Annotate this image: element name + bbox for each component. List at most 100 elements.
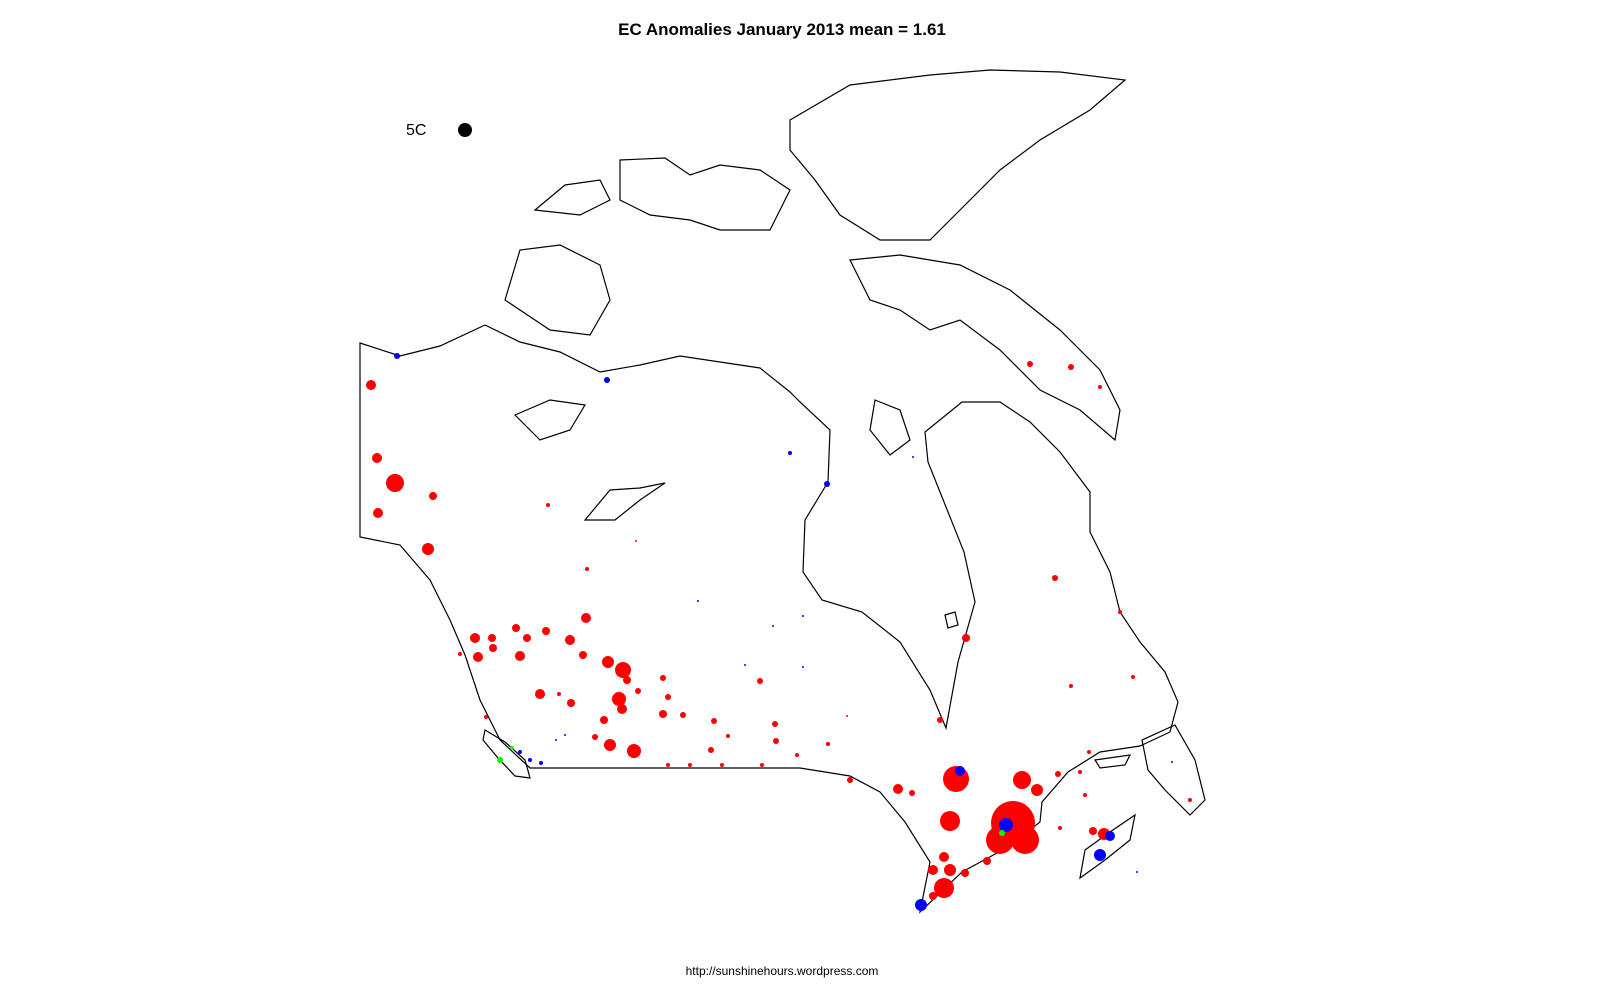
station-dot-negative (1136, 871, 1138, 873)
station-dot-positive (772, 721, 778, 727)
station-dot-positive (422, 543, 434, 555)
station-dot-positive (708, 747, 714, 753)
station-dot-positive (928, 865, 938, 875)
station-dot-positive (1011, 826, 1039, 854)
coastline-outlines (359, 69, 1206, 914)
station-dot-positive (484, 715, 488, 719)
station-dot-positive (458, 652, 462, 656)
station-dot-positive (1087, 750, 1091, 754)
station-dot-positive (1055, 771, 1061, 777)
station-dot-positive (1052, 575, 1058, 581)
station-dot-positive (635, 540, 637, 542)
station-dot-negative (564, 734, 566, 736)
station-dot-negative (555, 739, 557, 741)
station-dot-positive (660, 675, 666, 681)
station-dot-positive (1078, 770, 1082, 774)
station-dot-negative (539, 761, 543, 765)
station-dot-positive (602, 656, 614, 668)
nova-scotia-outline (1079, 813, 1136, 880)
station-dot-positive (711, 718, 717, 724)
station-dot-positive (795, 753, 799, 757)
station-dot-positive (944, 864, 956, 876)
station-dot-positive (1013, 771, 1031, 789)
station-dot-positive (909, 790, 915, 796)
station-dot-positive (1083, 793, 1087, 797)
station-dot-positive (612, 692, 626, 706)
anticosti-outline (1094, 754, 1132, 769)
station-dot-positive (934, 878, 954, 898)
station-dot-positive (523, 634, 531, 642)
station-dot-negative (824, 481, 830, 487)
station-dot-positive (557, 692, 561, 696)
southampton-island-outline (869, 399, 911, 456)
station-dot-positive (1068, 364, 1074, 370)
victoria-island-outline (504, 244, 611, 336)
newfoundland-outline (1141, 724, 1206, 816)
station-dot-near-zero (510, 746, 514, 750)
station-dot-positive (939, 852, 949, 862)
banks-island-outline (533, 179, 611, 216)
station-dot-negative (802, 666, 804, 668)
station-dot-positive (659, 710, 667, 718)
station-dot-positive (623, 676, 631, 684)
station-dot-positive (635, 688, 641, 694)
vancouver-island-outline (482, 729, 531, 779)
station-dot-positive (473, 652, 483, 662)
station-dot-negative (697, 600, 699, 602)
station-dot-positive (937, 717, 943, 723)
station-dot-negative (999, 818, 1013, 832)
station-dot-negative (604, 377, 610, 383)
station-dot-positive (542, 627, 550, 635)
baffin-island-outline (849, 254, 1121, 442)
station-dot-positive (604, 739, 616, 751)
station-dot-positive (373, 508, 383, 518)
station-dot-positive (627, 744, 641, 758)
station-dot-positive (846, 715, 848, 717)
station-dot-positive (826, 742, 830, 746)
queen-elizabeth-islands-outline (619, 157, 791, 231)
station-dot-positive (535, 689, 545, 699)
station-dot-positive (372, 453, 382, 463)
great-bear-lake-outline (513, 399, 586, 441)
ellesmere-island-outline (789, 69, 1127, 241)
station-dot-positive (1058, 826, 1062, 830)
station-dot-positive (386, 474, 404, 492)
station-dot-negative (1171, 761, 1173, 763)
station-dot-negative (772, 625, 774, 627)
station-dot-positive (366, 380, 376, 390)
station-dot-positive (726, 734, 730, 738)
station-dot-positive (688, 763, 692, 767)
station-dot-positive (1131, 675, 1135, 679)
station-dot-positive (1188, 798, 1192, 802)
legend-label: 5C (406, 122, 427, 139)
station-dot-positive (720, 763, 724, 767)
mainland-outline (359, 324, 1179, 914)
station-dot-positive (565, 635, 575, 645)
station-dot-positive (615, 662, 631, 678)
station-dot-positive (986, 826, 1014, 854)
station-dot-positive (666, 763, 670, 767)
station-dot-negative (744, 664, 746, 666)
station-dot-negative (788, 451, 792, 455)
station-dot-positive (1118, 610, 1122, 614)
station-dot-positive (489, 644, 497, 652)
station-dot-positive (757, 678, 763, 684)
station-dot-positive (940, 811, 960, 831)
station-dot-positive (1031, 784, 1043, 796)
station-dot-positive (992, 840, 1000, 848)
station-dot-positive (581, 613, 591, 623)
station-dot-positive (961, 869, 969, 877)
station-dot-positive (1027, 361, 1033, 367)
belcher-islands-outline (944, 611, 959, 629)
station-dot-negative (528, 758, 532, 762)
station-dot-positive (773, 738, 779, 744)
station-dot-positive (893, 784, 903, 794)
great-slave-lake-outline (583, 482, 666, 521)
station-dot-negative (915, 899, 927, 911)
station-dot-positive (585, 567, 589, 571)
map-title: EC Anomalies January 2013 mean = 1.61 (618, 20, 946, 39)
station-dot-positive (600, 716, 608, 724)
footer-url: http://sunshinehours.wordpress.com (685, 964, 879, 978)
station-dot-positive (567, 699, 575, 707)
station-dot-positive (1098, 385, 1102, 389)
